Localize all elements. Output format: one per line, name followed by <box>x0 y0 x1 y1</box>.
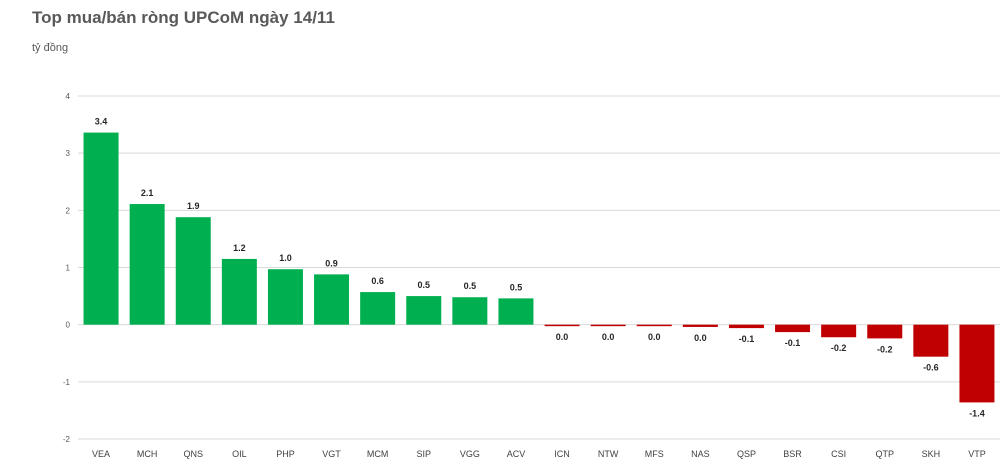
x-category-label: BSR <box>783 449 802 459</box>
x-category-label: PHP <box>276 449 295 459</box>
y-tick-label: 2 <box>66 206 71 215</box>
data-label: 0.5 <box>510 282 523 292</box>
bar-icn <box>544 324 580 327</box>
data-label: -0.6 <box>923 363 939 373</box>
bar-vgt <box>314 274 350 325</box>
category-labels: VEA MCH QNS OIL PHP VGT MCM SIP VGG ACV ICN NTW MFS N… <box>92 449 986 459</box>
y-tick-label: 0 <box>66 321 71 330</box>
data-label: 1.9 <box>187 201 200 211</box>
bar-mfs <box>636 324 672 327</box>
data-label: 0.0 <box>694 333 707 343</box>
bar-sip <box>406 296 442 325</box>
x-category-label: NTW <box>598 449 619 459</box>
x-category-label: VTP <box>968 449 986 459</box>
bar-vgg <box>452 297 488 325</box>
x-category-label: QSP <box>737 449 756 459</box>
y-tick-label: -2 <box>63 435 71 444</box>
bar-mcm <box>360 292 396 325</box>
x-category-label: MCH <box>137 449 158 459</box>
x-category-label: QTP <box>875 449 894 459</box>
chart-title: Top mua/bán ròng UPCoM ngày 14/11 <box>32 8 335 27</box>
x-category-label: CSI <box>831 449 846 459</box>
data-label: 0.5 <box>417 280 430 290</box>
bar-oil <box>221 258 257 325</box>
x-category-label: VEA <box>92 449 110 459</box>
bar-qsp <box>728 324 764 329</box>
data-labels: 3.4 2.1 1.9 1.2 1.0 0.9 0.6 0.5 0.5 0.5 0.0 0.0 0.0 0… <box>95 117 985 419</box>
bar-bsr <box>775 324 811 333</box>
y-tick-label: 1 <box>66 264 71 273</box>
x-category-label: MCM <box>367 449 389 459</box>
bar-vea <box>83 132 119 325</box>
data-label: 3.4 <box>95 117 108 127</box>
bar-skh <box>913 324 949 357</box>
data-label: 2.1 <box>141 188 154 198</box>
bar-vtp <box>959 324 995 403</box>
x-category-label: ICN <box>554 449 570 459</box>
bar-nas <box>682 324 718 327</box>
y-axis-unit-label: tỷ đồng <box>32 42 69 54</box>
data-label: -0.2 <box>831 343 847 353</box>
x-category-label: MFS <box>645 449 664 459</box>
data-label: 0.9 <box>325 258 338 268</box>
data-label: -1.4 <box>969 408 985 418</box>
x-category-label: QNS <box>183 449 203 459</box>
data-label: 0.0 <box>648 332 661 342</box>
x-category-label: SKH <box>922 449 941 459</box>
x-category-label: SIP <box>416 449 431 459</box>
x-category-label: VGG <box>460 449 480 459</box>
data-label: 1.2 <box>233 243 246 253</box>
data-label: -0.1 <box>785 338 801 348</box>
x-category-label: NAS <box>691 449 710 459</box>
y-tick-label: 4 <box>66 92 71 101</box>
y-tick-label: -1 <box>63 378 71 387</box>
bars <box>83 132 995 403</box>
bar-mch <box>129 204 165 325</box>
data-label: 0.0 <box>556 332 569 342</box>
gridlines <box>78 95 1000 440</box>
x-category-label: VGT <box>322 449 341 459</box>
bar-ntw <box>590 324 626 327</box>
y-tick-label: 3 <box>66 149 71 158</box>
bar-qtp <box>867 324 903 339</box>
x-category-label: OIL <box>232 449 247 459</box>
bar-csi <box>821 324 857 338</box>
bar-qns <box>175 217 211 325</box>
data-label: -0.2 <box>877 344 893 354</box>
x-category-label: ACV <box>507 449 526 459</box>
y-axis-ticks: 4 3 2 1 0 -1 -2 <box>63 92 71 444</box>
data-label: 0.6 <box>371 276 384 286</box>
data-label: -0.1 <box>739 334 755 344</box>
bar-php <box>267 269 303 325</box>
bar-acv <box>498 298 534 325</box>
data-label: 0.0 <box>602 332 615 342</box>
data-label: 1.0 <box>279 253 292 263</box>
data-label: 0.5 <box>464 281 477 291</box>
